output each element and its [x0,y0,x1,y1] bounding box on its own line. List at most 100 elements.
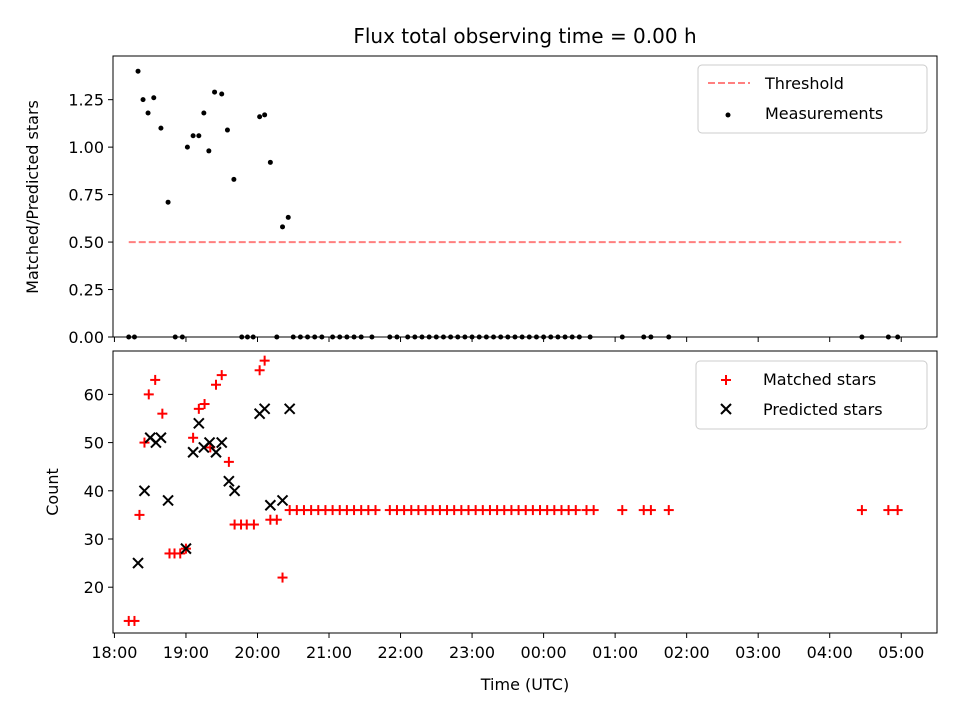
bottom-y-tick-label: 50 [84,434,104,453]
measurement-point [179,334,185,340]
predicted-star-point [155,432,167,444]
predicted-star-point [264,499,277,511]
bottom-y-tick-label: 40 [84,482,104,501]
measurement-point [576,334,582,340]
measurement-point [462,334,468,340]
predicted-star-point [228,485,241,497]
bottom-plot-marks [123,355,903,626]
matched-star-point [157,408,168,419]
bottom-legend-box [695,360,928,430]
top-legend: Threshold Measurements [697,64,928,134]
predicted-star-point [216,436,228,449]
measurement-point [587,334,593,340]
matched-star-point [193,403,204,414]
x-tick-label: 18:00 [91,643,137,662]
measurement-point [219,91,225,97]
legend-predicted-swatch [720,403,732,415]
legend-measurements-label: Measurements [765,104,883,123]
x-tick-label: 02:00 [664,643,710,662]
predicted-star-point [187,446,199,458]
measurement-point [533,334,539,340]
top-y-axis-label: Matched/Predicted stars [23,100,42,294]
measurement-point [394,334,400,340]
legend-matched-swatch [721,375,731,385]
legend-matched-label: Matched stars [763,370,876,389]
predicted-star-point [162,494,174,507]
measurement-point [483,334,489,340]
matched-star-point [370,505,381,516]
predicted-star-point [283,403,296,415]
measurement-point [165,199,171,205]
legend-threshold-label: Threshold [764,74,844,93]
matched-star-point [139,437,150,448]
measurement-point [498,334,504,340]
bottom-y-tick-label: 60 [84,385,104,404]
bottom-x-ticks: 18:00 19:00 20:00 21:00 22:00 23:00 00:00 01:00… [91,633,924,662]
measurement-point [476,334,482,340]
measurement-point [201,110,207,116]
chart-title: Flux total observing time = 0.00 h [353,24,696,48]
bottom-panel: 20 30 40 50 60 18:00 19:00 20:00 21:00 22:00 23:0… [43,350,938,694]
measurement-point [648,334,654,340]
measurement-point [469,334,475,340]
measurement-point [426,334,432,340]
measurement-point [351,334,357,340]
measurement-point [190,133,196,139]
top-y-tick-label: 0.50 [68,233,104,252]
measurement-point [548,334,554,340]
measurement-point [285,214,291,220]
measurement-point [131,334,137,340]
matched-star-point [248,519,259,530]
matched-star-point [254,365,265,376]
matched-star-point [129,615,140,626]
x-tick-label: 00:00 [521,643,567,662]
measurement-point [859,334,865,340]
measurement-point [526,334,532,340]
top-y-tick-label: 0.25 [68,281,104,300]
measurement-point [330,334,336,340]
measurement-point [145,110,151,116]
x-axis-label: Time (UTC) [480,675,569,694]
measurement-point [297,334,303,340]
measurement-point [257,114,263,120]
predicted-star-point [210,446,222,458]
top-y-tick-label: 0.75 [68,186,104,205]
matched-star-point [883,505,894,516]
measurement-point [262,112,268,118]
matched-star-point [175,548,186,559]
matched-star-point [211,379,221,390]
measurement-point [305,334,311,340]
bottom-legend: Matched stars Predicted stars [695,360,928,430]
x-tick-label: 04:00 [807,643,853,662]
measurement-point [412,334,418,340]
measurement-point [126,334,132,340]
measurement-point [541,334,547,340]
measurement-point [405,334,411,340]
measurement-point [224,127,230,133]
measurement-point [519,334,525,340]
matched-star-point [143,389,154,400]
matched-star-point [645,505,656,516]
matched-star-point [134,509,145,520]
measurement-point [212,89,218,95]
measurement-point [641,334,647,340]
measurement-point [387,334,393,340]
x-tick-label: 23:00 [449,643,495,662]
top-y-tick-label: 1.25 [68,91,104,110]
matched-star-point [892,505,903,516]
measurement-point [206,148,212,154]
x-tick-label: 21:00 [306,643,352,662]
x-tick-label: 03:00 [735,643,781,662]
measurement-point [231,176,237,182]
measurement-point [555,334,561,340]
measurement-point [569,334,575,340]
predicted-star-point [180,542,192,555]
predicted-star-point [193,417,205,430]
x-tick-label: 20:00 [234,643,280,662]
measurement-point [250,334,256,340]
matched-star-point [216,370,227,381]
measurement-point [135,68,141,74]
x-tick-label: 19:00 [163,643,209,662]
measurement-point [562,334,568,340]
top-y-tick-label: 1.00 [68,138,104,157]
